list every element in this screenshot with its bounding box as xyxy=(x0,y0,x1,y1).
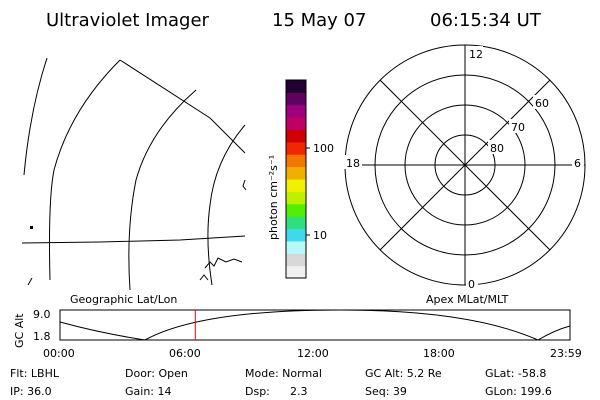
latitude-arc-outer xyxy=(23,57,48,176)
mlat-label-80: 80 xyxy=(490,142,504,155)
parallel-line xyxy=(21,235,246,244)
colorbar-cell xyxy=(286,92,306,106)
colorbar-cell xyxy=(286,166,306,180)
colorbar-cell xyxy=(286,253,306,267)
status-glon: GLon: 199.6 xyxy=(485,385,552,398)
colorbar-tick-label-100: 100 xyxy=(313,142,334,155)
status-gain: Gain: 14 xyxy=(125,385,172,398)
colorbar-cell xyxy=(286,129,306,143)
altitude-plot: GC Alt 9.0 1.8 00:00 06:00 12:00 18:00 2… xyxy=(13,308,582,360)
colorbar-cell xyxy=(286,216,306,229)
altitude-xtick-0000: 00:00 xyxy=(43,347,75,360)
figure-time: 06:15:34 UT xyxy=(430,10,542,31)
altitude-ylabel: GC Alt xyxy=(13,313,26,348)
mlat-label-70: 70 xyxy=(511,121,525,134)
colorbar-cell xyxy=(286,203,306,217)
right-panel-label: Apex MLat/MLT xyxy=(426,293,509,306)
geographic-map-panel xyxy=(21,57,247,291)
altitude-xtick-1200: 12:00 xyxy=(297,347,329,360)
colorbar-cell xyxy=(286,240,306,254)
colorbar-cell xyxy=(286,191,306,205)
status-mode: Mode: Normal xyxy=(245,367,322,380)
colorbar-cell xyxy=(286,80,306,93)
status-ip: IP: 36.0 xyxy=(10,385,52,398)
status-glat: GLat: -58.8 xyxy=(485,367,546,380)
altitude-ytick-bottom: 1.8 xyxy=(33,330,51,343)
status-seq: Seq: 39 xyxy=(365,385,407,398)
coastline-fragment-2 xyxy=(204,257,243,269)
coastline-fragment-4 xyxy=(27,277,33,286)
status-door: Door: Open xyxy=(125,367,188,380)
status-gc-alt: GC Alt: 5.2 Re xyxy=(365,367,442,380)
colorbar-cell xyxy=(286,117,306,130)
mlat-label-60: 60 xyxy=(535,97,549,110)
mlt-label-12: 12 xyxy=(469,48,483,61)
mlt-diagonal-2 xyxy=(379,79,551,251)
colorbar-cell xyxy=(286,265,306,279)
mlt-label-0: 0 xyxy=(468,278,475,291)
altitude-curve xyxy=(59,309,571,341)
colorbar-frame xyxy=(285,79,307,279)
colorbar: 100 10 photon cm⁻²s⁻¹ xyxy=(267,79,334,279)
colorbar-cell xyxy=(286,179,306,192)
figure-date: 15 May 07 xyxy=(272,10,366,31)
colorbar-label: photon cm⁻²s⁻¹ xyxy=(267,155,280,240)
status-flt: Flt: LBHL xyxy=(10,367,60,380)
map-dot xyxy=(30,226,33,229)
mlt-label-18: 18 xyxy=(346,157,360,170)
figure-title: Ultraviolet Imager xyxy=(46,10,210,31)
altitude-xtick-0600: 06:00 xyxy=(169,347,201,360)
altitude-ytick-top: 9.0 xyxy=(33,308,51,321)
mlt-label-6: 6 xyxy=(574,157,581,170)
colorbar-cell xyxy=(286,154,306,168)
colorbar-cells xyxy=(286,80,306,279)
latitude-arc-3 xyxy=(128,89,197,291)
colorbar-cell xyxy=(286,104,306,118)
meridian-line xyxy=(119,59,246,154)
latitude-arc-2 xyxy=(49,59,121,281)
colorbar-cell xyxy=(286,141,306,155)
latitude-arc-4 xyxy=(207,124,246,286)
coastline-fragment-3 xyxy=(199,274,209,281)
status-dsp-value: 2.3 xyxy=(290,385,308,398)
coastline-fragment-1 xyxy=(242,179,247,191)
altitude-xtick-1800: 18:00 xyxy=(423,347,455,360)
left-panel-label: Geographic Lat/Lon xyxy=(70,293,177,306)
polar-plot: 12 0 18 6 60 70 80 xyxy=(344,44,586,291)
colorbar-tick-label-10: 10 xyxy=(313,229,327,242)
status-dsp-label: Dsp: xyxy=(245,385,270,398)
altitude-xtick-2359: 23:59 xyxy=(550,347,582,360)
status-panel: Flt: LBHL Door: Open Mode: Normal GC Alt… xyxy=(10,367,552,398)
colorbar-cell xyxy=(286,228,306,242)
